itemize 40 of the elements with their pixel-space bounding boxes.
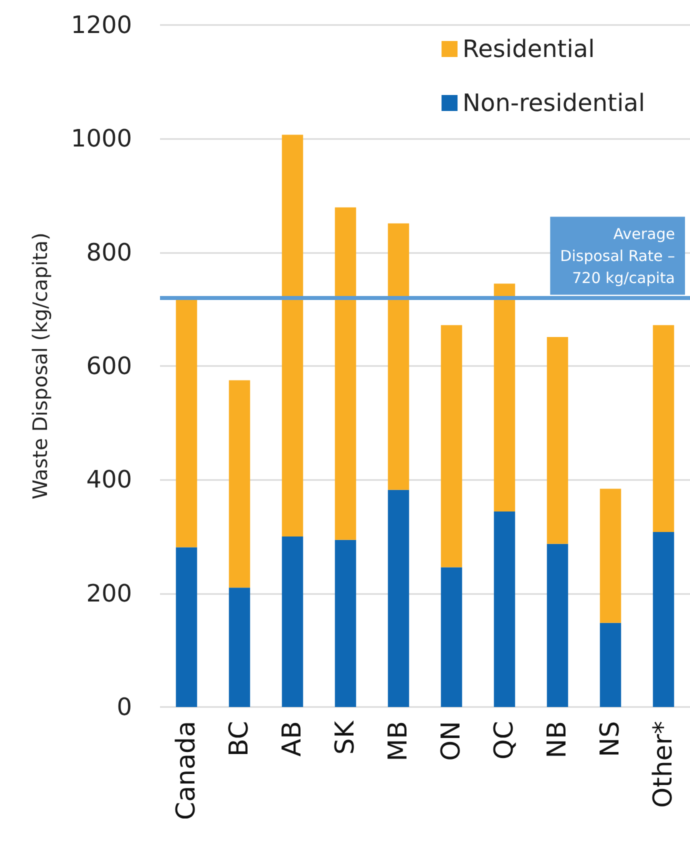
- bar: [652, 532, 674, 707]
- bar: [494, 284, 516, 512]
- bar: [388, 223, 410, 490]
- y-tick-label: 1200: [70, 11, 132, 39]
- x-tick-label: NB: [542, 721, 572, 758]
- x-tick-label: MB: [384, 721, 414, 762]
- x-tick-label: QC: [490, 721, 520, 760]
- y-tick-label: 0: [116, 693, 132, 721]
- y-tick-label: 600: [86, 352, 132, 380]
- legend-label: Non-residential: [462, 89, 646, 117]
- bar: [282, 134, 304, 536]
- y-axis-title: Waste Disposal (kg/capita): [28, 232, 52, 500]
- bar: [546, 337, 568, 544]
- x-tick-label: SK: [330, 720, 360, 755]
- bar: [334, 207, 356, 540]
- bar: [440, 567, 462, 707]
- legend-label: Residential: [462, 35, 595, 63]
- bar: [228, 588, 250, 707]
- y-tick-label: 1000: [70, 124, 132, 153]
- y-tick-label: 200: [86, 579, 132, 608]
- bar: [282, 536, 304, 707]
- bar: [228, 380, 250, 588]
- x-tick-label: Other*: [648, 721, 678, 808]
- x-tick-label: AB: [278, 721, 308, 757]
- bar: [652, 325, 674, 532]
- bar: [176, 547, 198, 707]
- bar: [600, 488, 622, 623]
- bar: [388, 490, 410, 707]
- bar: [440, 325, 462, 568]
- x-tick-label: NS: [596, 721, 626, 757]
- x-tick-label: BC: [224, 721, 254, 757]
- ref-line-label: Average Disposal Rate – 720 kg/capita: [560, 224, 675, 287]
- bar: [600, 622, 622, 707]
- x-tick-label: ON: [436, 721, 466, 761]
- bar: [494, 511, 516, 707]
- x-tick-label: Canada: [172, 721, 202, 820]
- bar: [546, 544, 568, 707]
- y-tick-label: 800: [86, 238, 132, 266]
- y-tick-label: 400: [86, 466, 132, 494]
- bar: [334, 540, 356, 707]
